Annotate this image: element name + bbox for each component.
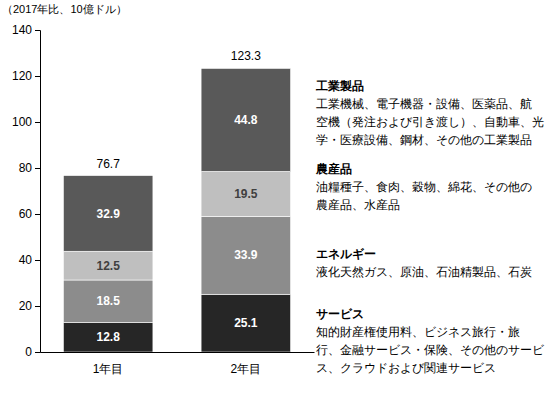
y-tick-mark	[35, 168, 40, 169]
bar-segment	[201, 171, 290, 216]
y-tick-label: 40	[19, 253, 33, 267]
data-label: 33.9	[234, 248, 258, 262]
legend: 工業製品工業機械、電子機器・設備、医薬品、航空機（発注および引き渡し）、自動車、…	[315, 79, 545, 374]
legend-title: 農産品	[315, 162, 352, 176]
y-axis: 0 20 40 60 80 100 120 140	[12, 23, 41, 359]
y-tick: 80	[19, 161, 40, 175]
y-tick-mark	[35, 306, 40, 307]
bar-segment	[201, 68, 290, 171]
y-tick: 120	[12, 69, 40, 83]
legend-description: 行、金融サービス・保険、その他のサービ	[316, 344, 545, 357]
y-tick-label: 0	[25, 345, 32, 359]
y-tick-mark	[35, 122, 40, 123]
data-label: 12.8	[96, 330, 120, 344]
legend-description: 農産品、水産品	[316, 198, 400, 211]
x-axis: 1年目 2年目	[41, 352, 315, 376]
legend-title: サービス	[316, 307, 364, 321]
x-tick-label: 2年目	[231, 362, 262, 376]
y-tick: 140	[12, 23, 40, 37]
data-label: 25.1	[234, 316, 258, 330]
data-label: 19.5	[234, 187, 258, 201]
bar-segment	[63, 251, 152, 280]
legend-description: 油糧種子、食肉、穀物、綿花、その他の	[316, 181, 532, 194]
legend-item: 農産品油糧種子、食肉、穀物、綿花、その他の農産品、水産品	[315, 162, 532, 211]
legend-description: ス、クラウドおよび関連サービス	[316, 362, 496, 374]
data-label: 32.9	[96, 207, 120, 221]
legend-item: サービス知的財産権使用料、ビジネス旅行・旅行、金融サービス・保険、その他のサービ…	[316, 307, 545, 374]
x-axis-line	[41, 352, 315, 353]
y-tick: 20	[19, 299, 40, 313]
legend-description: 知的財産権使用料、ビジネス旅行・旅	[316, 325, 520, 338]
y-tick-mark	[35, 76, 40, 77]
legend-title: エネルギー	[316, 247, 376, 261]
data-label: 44.8	[234, 113, 258, 127]
legend-item: 工業製品工業機械、電子機器・設備、医薬品、航空機（発注および引き渡し）、自動車、…	[315, 79, 544, 147]
y-tick-label: 100	[12, 115, 32, 129]
total-label: 76.7	[96, 157, 120, 171]
y-tick: 0	[25, 345, 40, 359]
y-axis-line	[35, 31, 41, 353]
bar-segment	[63, 323, 152, 352]
y-tick-label: 80	[19, 161, 33, 175]
legend-description: 液化天然ガス、原油、石油精製品、石炭	[316, 265, 532, 278]
legend-description: 学・医療設備、鋼材、その他の工業製品	[316, 133, 532, 147]
bar-segment	[63, 176, 152, 252]
bar-segment	[63, 280, 152, 323]
y-tick-mark	[35, 260, 40, 261]
legend-item: エネルギー液化天然ガス、原油、石油精製品、石炭	[316, 247, 532, 278]
data-label: 18.5	[96, 294, 120, 308]
y-tick-label: 140	[12, 23, 32, 37]
y-tick-label: 20	[19, 299, 33, 313]
total-label: 123.3	[231, 49, 261, 63]
bar-segment	[201, 216, 290, 294]
chart: （2017年比、10億ドル） 0 20 40 60 80 100 120 140 1年目 2年目 12…	[0, 0, 559, 408]
bar-segment	[201, 294, 290, 352]
y-tick-label: 60	[19, 207, 33, 221]
data-labels: 12.8 18.5 12.5 32.9 76.7 25.1 33.9 19.5 44.8 123.…	[96, 49, 261, 344]
y-tick-mark	[35, 352, 40, 353]
bars	[63, 68, 290, 352]
legend-title: 工業製品	[315, 79, 364, 93]
y-tick-mark	[35, 214, 40, 215]
y-axis-title: （2017年比、10億ドル）	[2, 3, 127, 15]
legend-description: 空機（発注および引き渡し）、自動車、光	[316, 115, 544, 129]
x-tick: 2年目	[231, 352, 262, 376]
x-tick-label: 1年目	[93, 362, 124, 376]
y-tick-label: 120	[12, 69, 32, 83]
data-label: 12.5	[96, 259, 120, 273]
x-tick: 1年目	[93, 352, 124, 376]
y-tick-mark	[35, 30, 40, 31]
y-tick: 40	[19, 253, 40, 267]
y-tick: 60	[19, 207, 40, 221]
legend-description: 工業機械、電子機器・設備、医薬品、航	[316, 97, 532, 110]
y-tick: 100	[12, 115, 40, 129]
